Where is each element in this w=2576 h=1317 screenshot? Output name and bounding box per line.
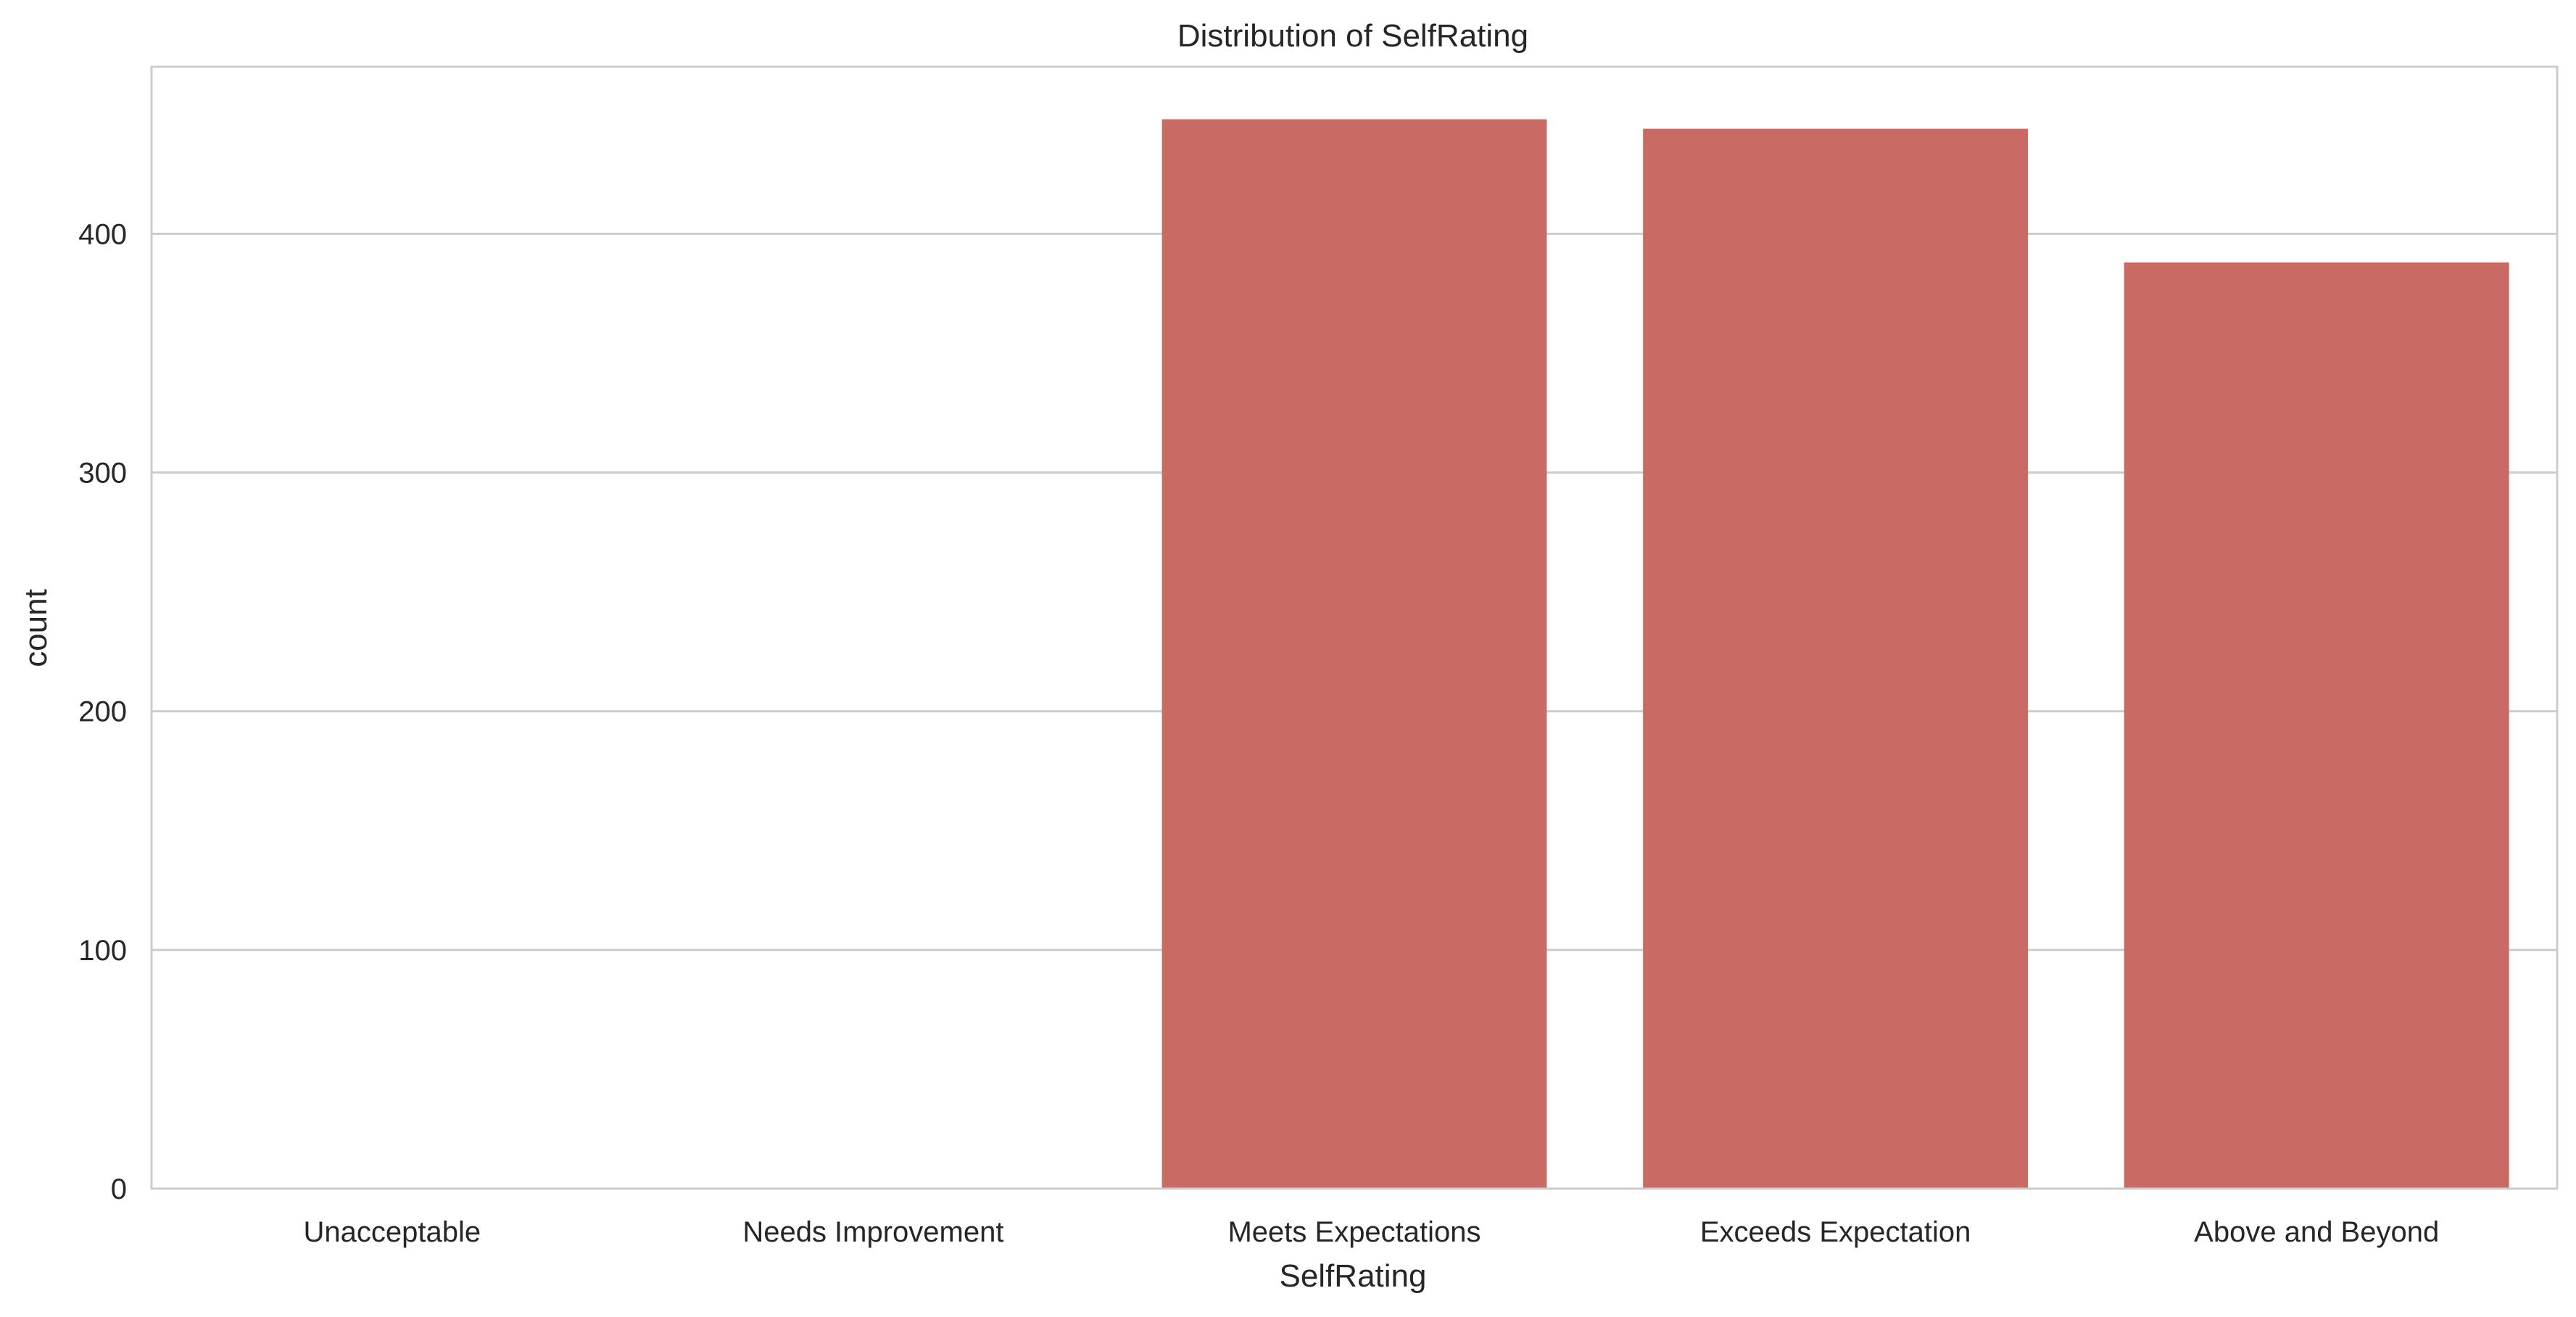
plot-frame [150, 65, 2559, 1190]
x-tick-label: Unacceptable [303, 1216, 481, 1248]
y-tick-labels: 0 100 200 300 400 [78, 218, 127, 1205]
y-tick-label: 0 [111, 1173, 127, 1205]
y-tick-label: 100 [78, 935, 127, 967]
bar-meets-expectations [1161, 119, 1547, 1189]
x-tick-label: Meets Expectations [1227, 1216, 1480, 1248]
x-tick-label: Above and Beyond [2194, 1216, 2439, 1248]
bars [1161, 119, 2509, 1189]
bar-above-and-beyond [2124, 262, 2509, 1189]
y-tick-label: 400 [78, 218, 127, 250]
y-tick-label: 200 [78, 696, 127, 728]
x-tick-label: Needs Improvement [742, 1216, 1003, 1248]
chart-title: Distribution of SelfRating [1177, 18, 1528, 54]
x-tick-label: Exceeds Expectation [1700, 1216, 1971, 1248]
bar-exceeds-expectation [1643, 128, 2029, 1189]
x-axis-label: SelfRating [1279, 1258, 1426, 1294]
y-tick-label: 300 [78, 458, 127, 490]
x-tick-labels: Unacceptable Needs Improvement Meets Expec… [303, 1216, 2439, 1248]
y-axis-label: count [18, 589, 54, 667]
